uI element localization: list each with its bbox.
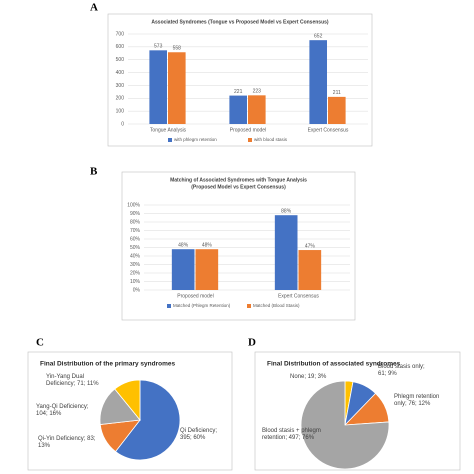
bar <box>168 52 186 124</box>
bar <box>195 249 219 290</box>
y-tick-label: 30% <box>130 262 141 268</box>
y-tick-label: 200 <box>116 96 125 102</box>
slice-label: Blood stasis only; 61; 9% <box>378 364 425 377</box>
bar <box>274 215 298 290</box>
panel-frame <box>121 171 356 321</box>
y-tick-label: 90% <box>130 211 141 217</box>
data-label: 223 <box>253 89 262 95</box>
legend-label: Matched (Blood Stasis) <box>253 303 300 308</box>
pie-slice <box>114 379 141 422</box>
y-tick-label: 100% <box>127 202 140 208</box>
bar <box>229 95 247 124</box>
legend-swatch <box>167 304 171 308</box>
slice-label: Qi-Yin Deficiency; 83; 13% <box>38 436 96 449</box>
bar <box>298 250 322 290</box>
data-label: 211 <box>333 90 341 96</box>
legend-label: with blood stasis <box>254 137 288 142</box>
slice-label: None; 19; 3% <box>290 374 327 380</box>
panel-letter: D <box>248 337 256 349</box>
data-label: 48% <box>178 243 189 249</box>
y-tick-label: 10% <box>130 279 141 285</box>
y-tick-label: 300 <box>116 83 125 89</box>
data-label: 221 <box>234 89 243 95</box>
x-tick-label: Proposed model <box>177 293 213 299</box>
data-label: 88% <box>281 209 292 215</box>
legend-swatch <box>247 304 251 308</box>
slice-label: Qi Deficiency; 395; 60% <box>180 428 218 441</box>
y-tick-label: 60% <box>130 236 141 242</box>
y-tick-label: 100 <box>116 108 125 114</box>
y-tick-label: 50% <box>130 245 141 251</box>
y-tick-label: 500 <box>116 57 125 63</box>
chart-title: Matching of Associated Syndromes with To… <box>170 177 307 183</box>
pie-slice <box>114 379 181 461</box>
data-label: 47% <box>305 243 316 249</box>
data-label: 573 <box>154 44 163 50</box>
y-tick-label: 700 <box>116 31 125 37</box>
slice-label: Yang-Qi Deficiency; 104; 16% <box>36 404 89 417</box>
legend-swatch <box>248 138 252 142</box>
panel-letter: B <box>90 166 98 178</box>
bar <box>149 50 167 125</box>
bar <box>328 96 346 124</box>
slice-label: Blood stasis + phlegm retention; 497; 76… <box>262 428 321 441</box>
x-tick-label: Expert Consensus <box>278 293 319 299</box>
bar <box>248 95 266 124</box>
data-label: 558 <box>173 46 182 52</box>
x-tick-label: Expert Consensus <box>308 127 349 133</box>
y-tick-label: 80% <box>130 219 141 225</box>
chart-title: Final Distribution of the primary syndro… <box>40 361 175 368</box>
pie-slice <box>300 380 390 470</box>
legend-label: with phlegm retention <box>174 137 217 142</box>
bar <box>309 40 327 124</box>
legend-label: Matched (Phlegm Retention) <box>173 303 231 308</box>
y-tick-label: 0% <box>133 287 141 293</box>
data-label: 652 <box>314 33 323 39</box>
x-tick-label: Tongue Analysis <box>150 127 187 133</box>
panel-letter: A <box>90 2 98 14</box>
slice-label: Yin-Yang Dual Deficiency; 71; 11% <box>46 374 99 387</box>
chart-title: Associated Syndromes (Tongue vs Proposed… <box>151 19 329 25</box>
chart-subtitle: (Proposed Model vs Expert Consensus) <box>191 184 286 190</box>
legend-swatch <box>168 138 172 142</box>
y-tick-label: 0 <box>121 121 124 127</box>
y-tick-label: 20% <box>130 270 141 276</box>
bar <box>171 249 195 290</box>
y-tick-label: 70% <box>130 228 141 234</box>
y-tick-label: 40% <box>130 253 141 259</box>
y-tick-label: 600 <box>116 44 125 50</box>
y-tick-label: 400 <box>116 70 125 76</box>
data-label: 48% <box>202 243 213 249</box>
slice-label: Phlegm retention only; 76; 12% <box>394 394 440 407</box>
chart-title: Final Distribution of associated syndrom… <box>267 361 401 368</box>
x-tick-label: Proposed model <box>230 127 266 133</box>
panel-letter: C <box>36 337 44 349</box>
